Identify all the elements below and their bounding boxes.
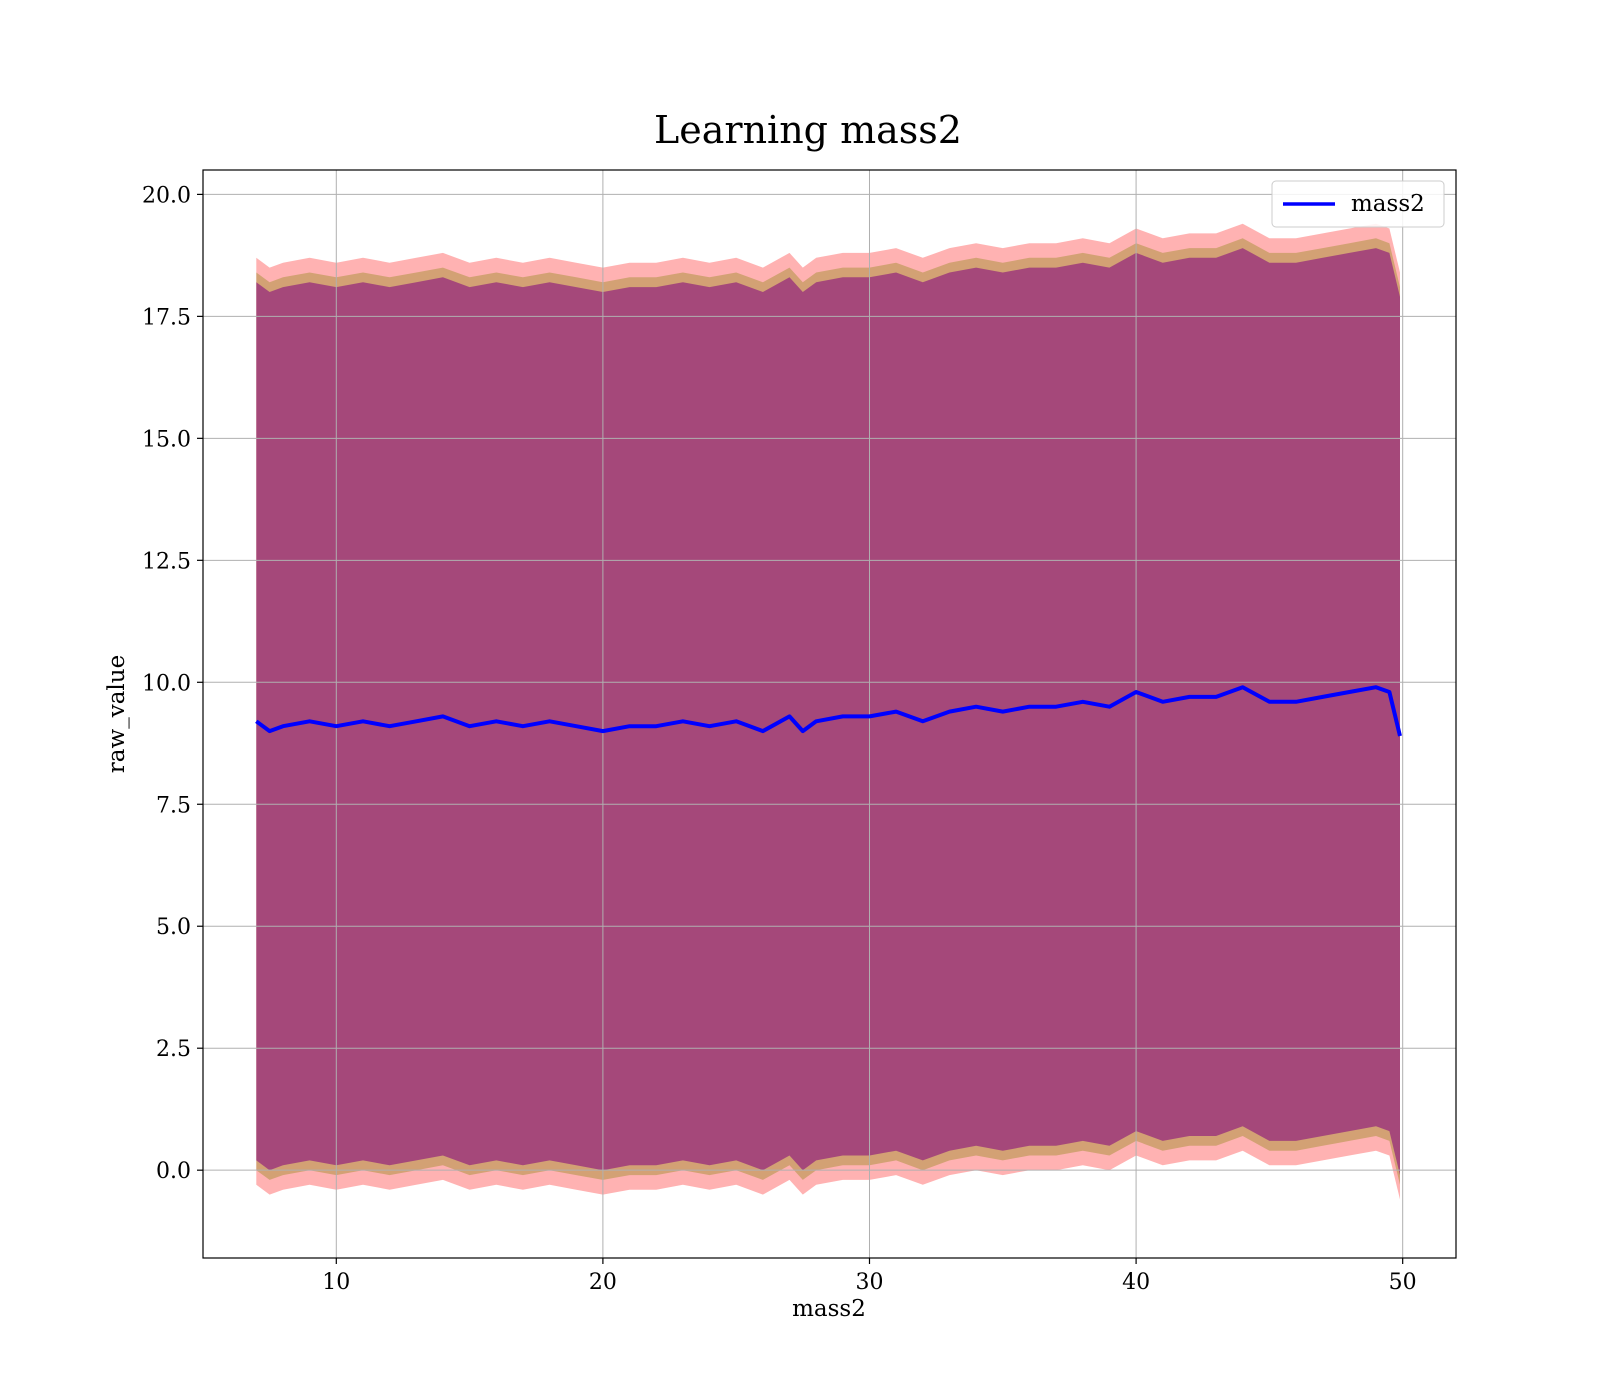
- y-tick-label: 12.5: [142, 549, 191, 574]
- y-tick-label: 5.0: [156, 915, 191, 940]
- y-tick-label: 10.0: [142, 671, 191, 696]
- y-axis: 0.0 2.5 5.0 7.5 10.0 12.5 15.0 17.5 20.0: [142, 183, 203, 1184]
- y-tick-label: 7.5: [156, 793, 191, 818]
- band-inner: [256, 248, 1400, 1176]
- series-line-mass2: [255, 685, 1402, 737]
- chart-title: Learning mass2: [654, 108, 962, 152]
- y-tick-label: 2.5: [156, 1037, 191, 1062]
- x-tick-label: 10: [322, 1270, 350, 1295]
- x-tick-label: 30: [855, 1270, 883, 1295]
- legend: mass2: [1271, 180, 1445, 228]
- grid: [203, 170, 1456, 1258]
- y-tick-label: 0.0: [156, 1159, 191, 1184]
- x-tick-label: 20: [589, 1270, 617, 1295]
- uncertainty-bands: [256, 223, 1400, 1200]
- x-axis-label: mass2: [792, 1296, 866, 1322]
- legend-box: [1271, 180, 1445, 228]
- y-tick-label: 17.5: [142, 305, 191, 330]
- x-axis: 10 20 30 40 50: [322, 1258, 1417, 1295]
- x-tick-label: 40: [1122, 1270, 1150, 1295]
- plot-frame: [202, 169, 1457, 1259]
- series-lines: [255, 685, 1402, 737]
- legend-label-mass2: mass2: [1351, 191, 1425, 217]
- y-tick-label: 15.0: [142, 427, 191, 452]
- y-tick-label: 20.0: [142, 183, 191, 208]
- x-tick-label: 50: [1389, 1270, 1417, 1295]
- y-axis-label: raw_value: [104, 655, 130, 773]
